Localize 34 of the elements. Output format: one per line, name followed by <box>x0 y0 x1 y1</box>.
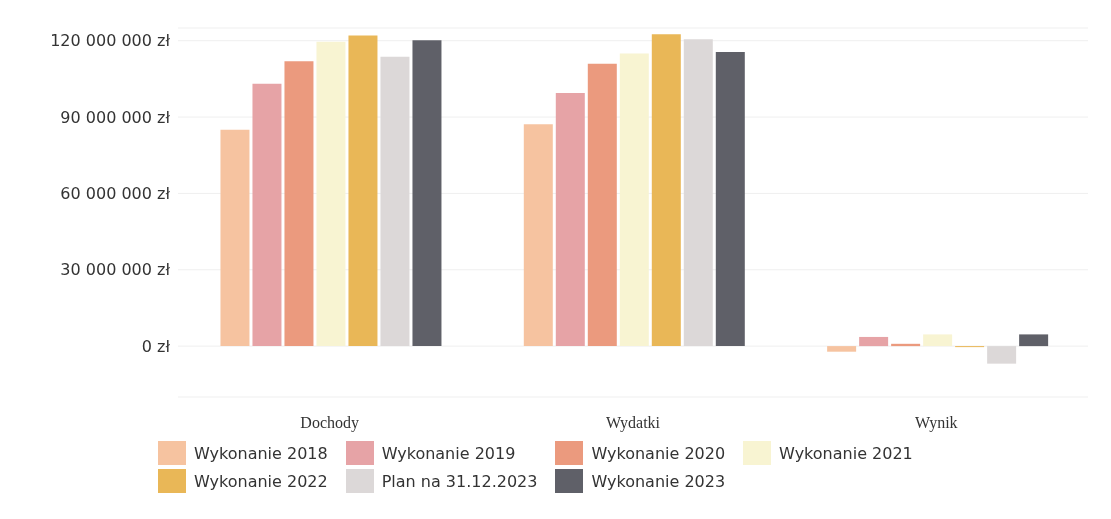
y-tick-label: 90 000 000 zł <box>60 107 171 127</box>
bar <box>651 34 681 347</box>
x-tick-label: Dochody <box>300 414 359 433</box>
bar <box>923 334 953 347</box>
bar <box>412 40 442 347</box>
bar <box>715 51 745 347</box>
bar <box>619 53 649 347</box>
legend-label: Wykonanie 2021 <box>779 443 913 463</box>
bar <box>220 129 250 347</box>
y-tick-label: 120 000 000 zł <box>50 31 171 51</box>
bar <box>316 41 346 347</box>
bar <box>252 83 282 347</box>
bar <box>523 124 553 347</box>
y-tick-label: 0 zł <box>141 336 171 356</box>
legend-label: Wykonanie 2019 <box>381 443 516 463</box>
bar <box>380 56 410 347</box>
x-tick-label: Wynik <box>915 414 958 433</box>
x-tick-label: Wydatki <box>605 414 661 433</box>
bar <box>348 35 378 347</box>
bar <box>987 346 1017 364</box>
legend-label: Wykonanie 2020 <box>591 443 726 463</box>
bar <box>859 336 889 347</box>
bar <box>683 39 713 347</box>
legend-label: Wykonanie 2023 <box>591 471 726 491</box>
legend-label: Wykonanie 2022 <box>194 471 328 491</box>
y-tick-label: 30 000 000 zł <box>60 260 171 280</box>
bar <box>1019 334 1049 347</box>
bar <box>284 61 314 347</box>
bar <box>555 92 585 347</box>
y-tick-label: 60 000 000 zł <box>60 184 171 204</box>
bar <box>827 346 857 352</box>
legend-label: Plan na 31.12.2023 <box>381 471 538 491</box>
bar <box>587 63 617 347</box>
legend-label: Wykonanie 2018 <box>194 443 328 463</box>
